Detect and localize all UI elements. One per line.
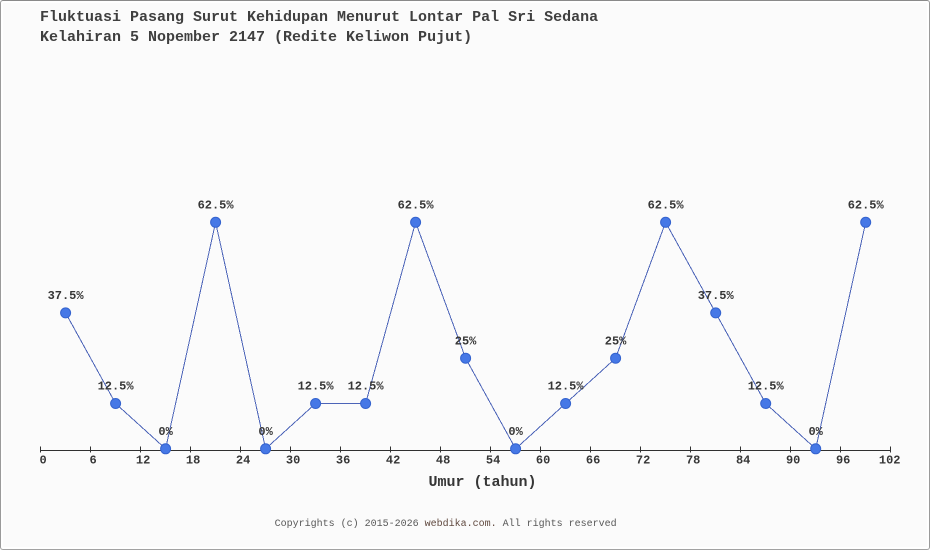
svg-text:0%: 0%	[258, 425, 273, 439]
svg-text:72: 72	[636, 454, 650, 468]
svg-text:54: 54	[486, 454, 500, 468]
svg-text:24: 24	[236, 454, 250, 468]
svg-text:78: 78	[686, 454, 700, 468]
svg-text:18: 18	[186, 454, 200, 468]
svg-text:37.5%: 37.5%	[48, 289, 85, 303]
svg-text:25%: 25%	[605, 334, 627, 348]
svg-text:84: 84	[736, 454, 750, 468]
svg-text:66: 66	[586, 454, 600, 468]
svg-text:62.5%: 62.5%	[848, 199, 885, 213]
svg-text:0%: 0%	[808, 425, 823, 439]
svg-text:0: 0	[39, 454, 46, 468]
svg-text:62.5%: 62.5%	[398, 199, 435, 213]
svg-text:12.5%: 12.5%	[98, 380, 135, 394]
svg-text:Umur (tahun): Umur (tahun)	[428, 474, 536, 491]
svg-text:36: 36	[336, 454, 350, 468]
svg-text:12.5%: 12.5%	[348, 380, 385, 394]
svg-text:62.5%: 62.5%	[198, 199, 235, 213]
svg-text:12.5%: 12.5%	[298, 380, 335, 394]
svg-text:60: 60	[536, 454, 550, 468]
svg-text:48: 48	[436, 454, 450, 468]
svg-text:62.5%: 62.5%	[648, 199, 685, 213]
svg-text:37.5%: 37.5%	[698, 289, 735, 303]
svg-text:42: 42	[386, 454, 400, 468]
svg-text:0%: 0%	[158, 425, 173, 439]
svg-text:90: 90	[786, 454, 800, 468]
svg-text:12.5%: 12.5%	[548, 380, 585, 394]
svg-text:25%: 25%	[455, 334, 477, 348]
svg-text:30: 30	[286, 454, 300, 468]
svg-text:12: 12	[136, 454, 150, 468]
svg-text:12.5%: 12.5%	[748, 380, 785, 394]
svg-text:96: 96	[836, 454, 850, 468]
svg-text:0%: 0%	[508, 425, 523, 439]
svg-text:Copyrights (c) 2015-2026 webdi: Copyrights (c) 2015-2026 webdika.com. Al…	[275, 518, 617, 530]
svg-text:102: 102	[879, 454, 901, 468]
svg-text:6: 6	[89, 454, 96, 468]
